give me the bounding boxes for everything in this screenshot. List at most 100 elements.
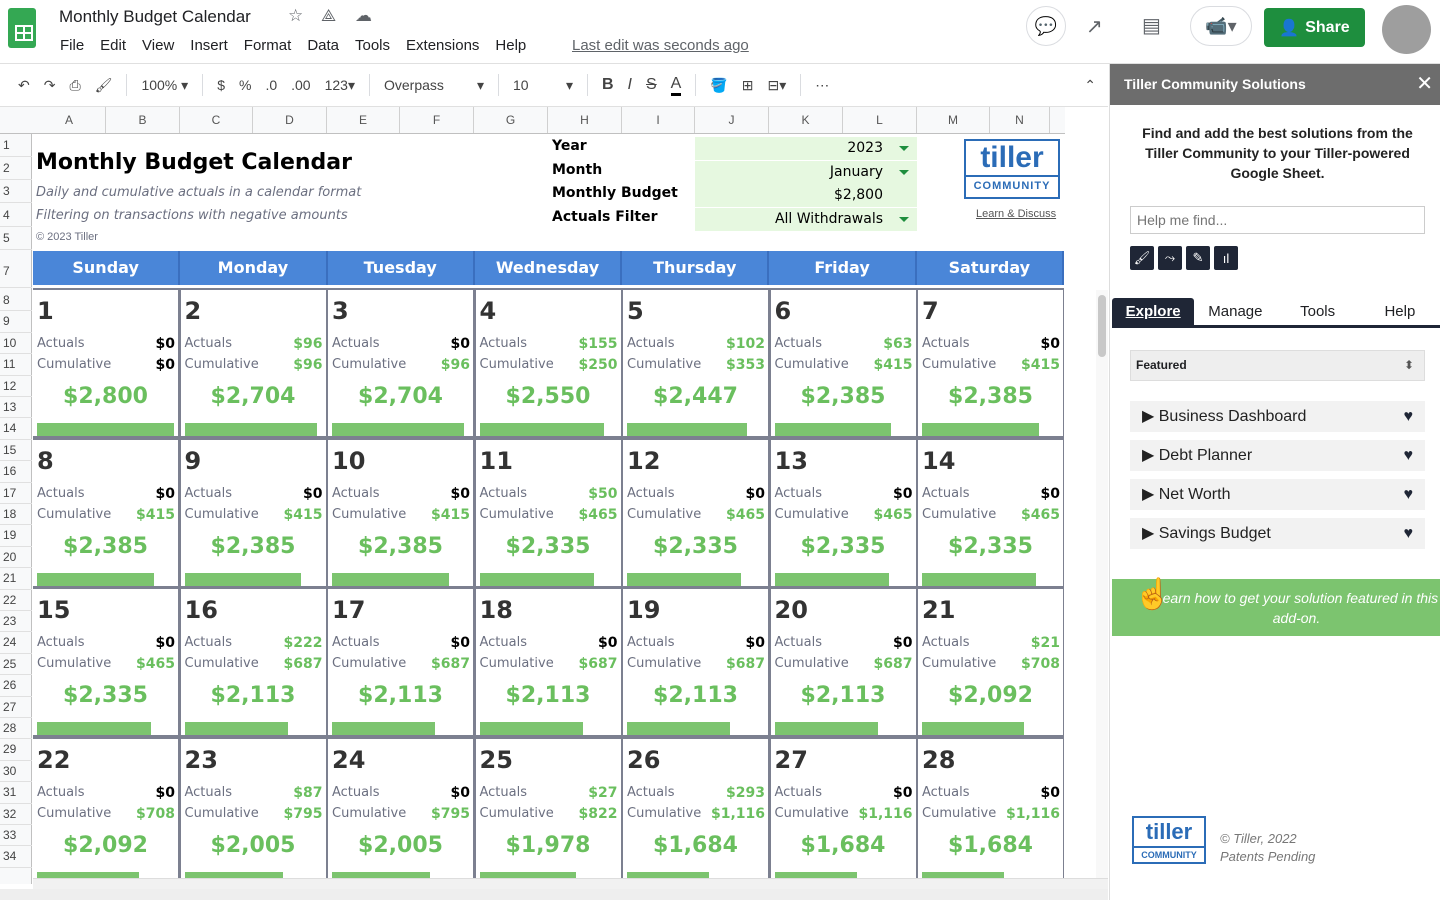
menu-format[interactable]: Format	[243, 37, 292, 54]
learn-discuss-link[interactable]: Learn & Discuss	[976, 208, 1057, 220]
activity-trend-icon[interactable]: ↗	[1086, 16, 1103, 38]
meet-icon[interactable]: 📹▾	[1190, 6, 1252, 46]
row-header-21[interactable]: 21	[0, 568, 32, 590]
vertical-scrollbar[interactable]	[1096, 290, 1108, 878]
day-cell[interactable]: 21 Actuals $21 Cumulative $708 $2,092	[918, 589, 1063, 735]
column-header-G[interactable]: G	[474, 107, 548, 133]
column-header-I[interactable]: I	[622, 107, 695, 133]
star-icon[interactable]: ☆	[288, 6, 304, 25]
row-header-22[interactable]: 22	[0, 590, 32, 611]
row-header-14[interactable]: 14	[0, 418, 32, 440]
day-cell[interactable]: 17 Actuals $0 Cumulative $687 $2,113	[328, 589, 473, 735]
day-cell[interactable]: 23 Actuals $87 Cumulative $795 $2,005	[180, 738, 326, 878]
day-cell[interactable]: 19 Actuals $0 Cumulative $687 $2,113	[623, 589, 768, 735]
day-cell[interactable]: 18 Actuals $0 Cumulative $687 $2,113	[475, 589, 621, 735]
heart-icon[interactable]: ♥	[1403, 408, 1414, 425]
solution-item[interactable]: ▶ Savings Budget ♥	[1130, 518, 1425, 549]
collapse-menu-icon[interactable]: ⌃	[1084, 76, 1096, 93]
heart-icon[interactable]: ♥	[1403, 447, 1414, 464]
row-header-15[interactable]: 15	[0, 440, 32, 462]
day-cell[interactable]: 11 Actuals $50 Cumulative $465 $2,335	[475, 439, 621, 586]
tab-tools[interactable]: Tools	[1300, 303, 1336, 320]
font-size-select[interactable]: 10 ▾	[512, 76, 573, 93]
column-header-N[interactable]: N	[990, 107, 1050, 133]
row-header-12[interactable]: 12	[0, 376, 32, 397]
day-cell[interactable]: 3 Actuals $0 Cumulative $96 $2,704	[328, 290, 473, 436]
row-header-16[interactable]: 16	[0, 461, 32, 483]
row-header-29[interactable]: 29	[0, 739, 32, 761]
close-icon[interactable]: ✕	[1416, 73, 1433, 95]
row-header-20[interactable]: 20	[0, 547, 32, 569]
heart-icon[interactable]: ♥	[1403, 525, 1414, 542]
row-header-27[interactable]: 27	[0, 697, 32, 718]
filter-select[interactable]: Featured	[1130, 350, 1425, 381]
column-header-H[interactable]: H	[548, 107, 622, 133]
day-cell[interactable]: 28 Actuals $0 Cumulative $1,116 $1,684	[918, 738, 1063, 878]
day-cell[interactable]: 12 Actuals $0 Cumulative $465 $2,335	[623, 439, 768, 586]
italic-button[interactable]: I	[627, 76, 632, 93]
day-cell[interactable]: 22 Actuals $0 Cumulative $708 $2,092	[33, 738, 178, 878]
cloud-saved-icon[interactable]: ☁	[355, 6, 372, 25]
menu-data[interactable]: Data	[307, 37, 339, 54]
sheets-logo-icon[interactable]	[8, 8, 36, 48]
menu-tools[interactable]: Tools	[355, 37, 391, 54]
zoom-select[interactable]: 100% ▾	[141, 76, 189, 93]
row-header-19[interactable]: 19	[0, 525, 32, 547]
day-cell[interactable]: 15 Actuals $0 Cumulative $465 $2,335	[33, 589, 178, 735]
day-cell[interactable]: 4 Actuals $155 Cumulative $250 $2,550	[475, 290, 621, 436]
avatar[interactable]	[1382, 5, 1431, 54]
undo-icon[interactable]: ↶	[18, 76, 30, 93]
day-cell[interactable]: 7 Actuals $0 Cumulative $415 $2,385	[918, 290, 1063, 436]
row-header-31[interactable]: 31	[0, 782, 32, 804]
solution-item[interactable]: ▶ Net Worth ♥	[1130, 479, 1425, 510]
row-header-13[interactable]: 13	[0, 397, 32, 419]
font-select[interactable]: Overpass ▾	[383, 76, 484, 93]
row-header-17[interactable]: 17	[0, 483, 32, 504]
row-header-3[interactable]: 3	[0, 180, 32, 203]
borders-icon[interactable]: ⊞	[741, 76, 754, 93]
row-header-9[interactable]: 9	[0, 311, 32, 333]
row-header-4[interactable]: 4	[0, 204, 32, 227]
column-header-C[interactable]: C	[180, 107, 253, 133]
text-color-button[interactable]: A	[670, 75, 682, 96]
param-value-monthly-budget[interactable]: $2,800	[695, 184, 917, 207]
day-cell[interactable]: 20 Actuals $0 Cumulative $687 $2,113	[770, 589, 916, 735]
row-header-11[interactable]: 11	[0, 354, 32, 376]
day-cell[interactable]: 25 Actuals $27 Cumulative $822 $1,978	[475, 738, 621, 878]
row-header-30[interactable]: 30	[0, 761, 32, 783]
day-cell[interactable]: 27 Actuals $0 Cumulative $1,116 $1,684	[770, 738, 916, 878]
last-edit-link[interactable]: Last edit was seconds ago	[572, 37, 749, 54]
print-icon[interactable]: ⎙	[69, 76, 81, 93]
day-cell[interactable]: 13 Actuals $0 Cumulative $465 $2,335	[770, 439, 916, 586]
row-header-8[interactable]: 8	[0, 290, 32, 312]
paint-format-icon[interactable]: 🖌	[94, 76, 113, 93]
currency-format-button[interactable]: $	[217, 77, 225, 93]
strikethrough-button[interactable]: S	[646, 76, 657, 93]
comments-icon[interactable]: ▤	[1142, 15, 1161, 37]
row-header-7[interactable]: 7	[0, 254, 32, 288]
day-cell[interactable]: 26 Actuals $293 Cumulative $1,116 $1,684	[623, 738, 768, 878]
merge-cells-icon[interactable]: ⊟▾	[767, 76, 787, 93]
paint-roller-icon[interactable]: 🖌	[1130, 246, 1154, 270]
menu-file[interactable]: File	[60, 37, 85, 54]
column-header-B[interactable]: B	[106, 107, 180, 133]
more-options-icon[interactable]: ⋯	[815, 76, 830, 93]
row-header-5[interactable]: 5	[0, 227, 32, 250]
param-value-year[interactable]: 2023	[695, 137, 917, 160]
row-header-34[interactable]: 34	[0, 846, 32, 868]
row-header-1[interactable]: 1	[0, 134, 32, 157]
horizontal-scrollbar[interactable]	[33, 878, 1108, 890]
more-formats-select[interactable]: 123▾	[324, 76, 355, 93]
edit-sign-icon[interactable]: ✎	[1186, 246, 1210, 270]
document-title[interactable]: Monthly Budget Calendar	[59, 7, 251, 26]
column-header-K[interactable]: K	[769, 107, 843, 133]
column-header-D[interactable]: D	[253, 107, 327, 133]
day-cell[interactable]: 24 Actuals $0 Cumulative $795 $2,005	[328, 738, 473, 878]
fill-color-icon[interactable]: 🪣	[710, 76, 728, 93]
solution-item[interactable]: ▶ Business Dashboard ♥	[1130, 401, 1425, 432]
day-cell[interactable]: 8 Actuals $0 Cumulative $415 $2,385	[33, 439, 178, 586]
menu-edit[interactable]: Edit	[100, 37, 127, 54]
menu-view[interactable]: View	[142, 37, 175, 54]
bold-button[interactable]: B	[601, 76, 614, 93]
featured-banner[interactable]: ☝ Learn how to get your solution featured…	[1112, 579, 1440, 636]
